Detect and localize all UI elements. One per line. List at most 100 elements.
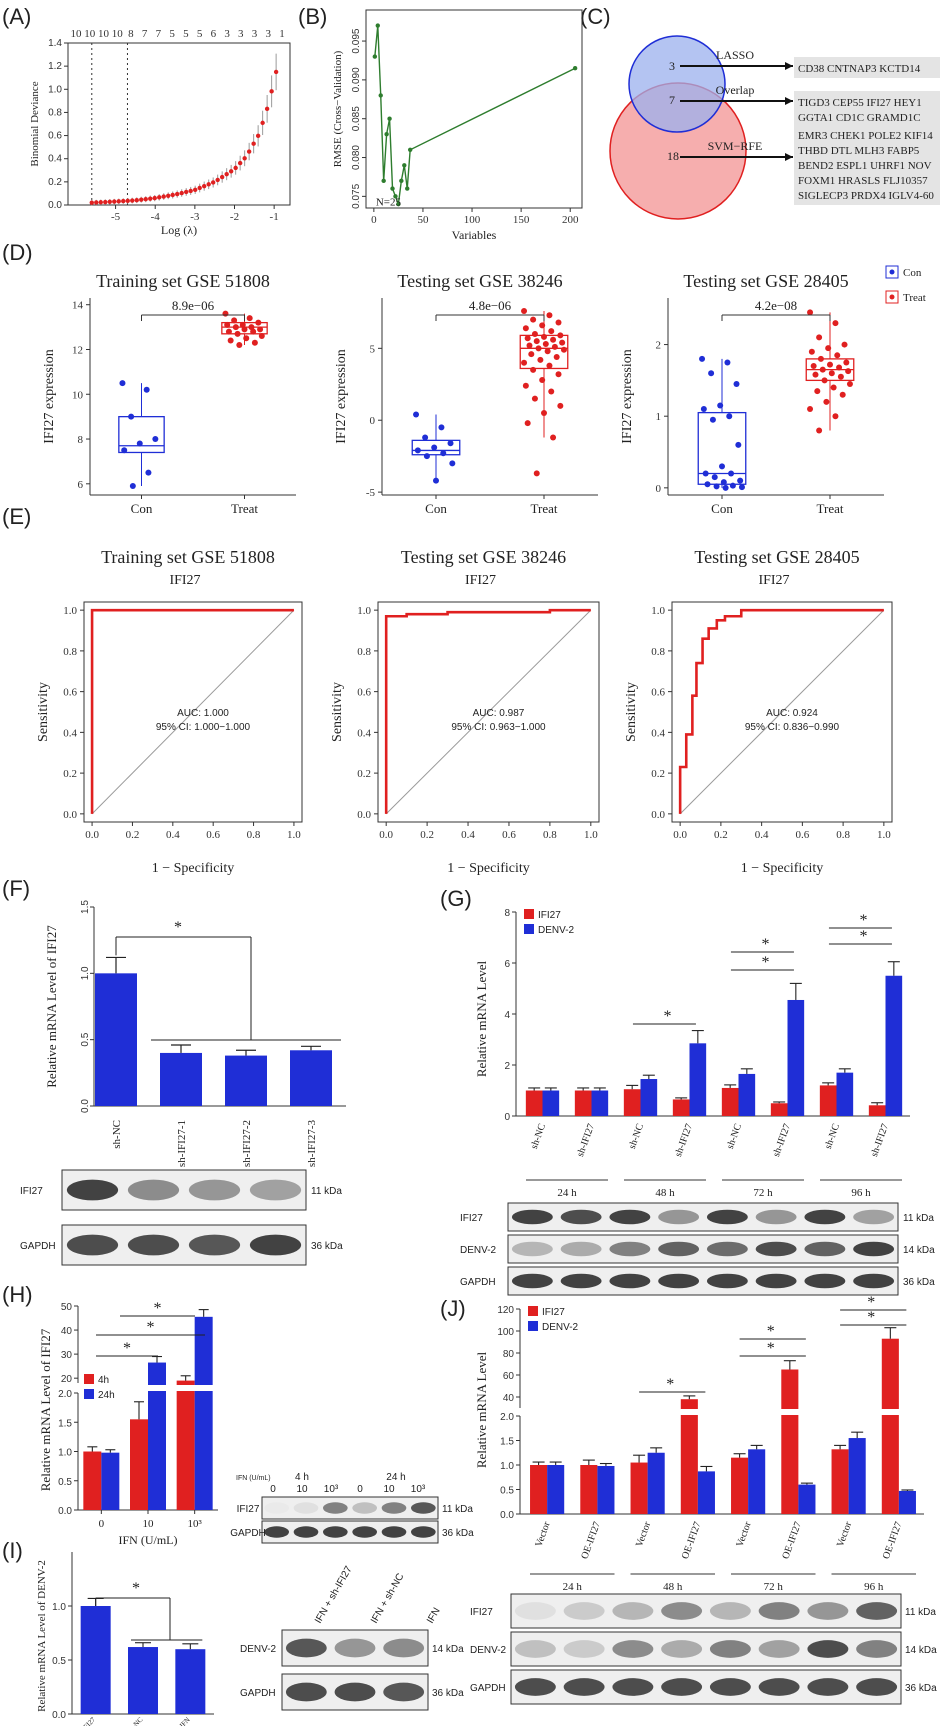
blot-gapdh-band (411, 1526, 436, 1538)
x-tick-label: sh-NC (111, 1120, 123, 1149)
rmse-point (399, 178, 404, 184)
blot-kda-label: 36 kDa (442, 1528, 474, 1539)
x-tick-label: 0.0 (379, 829, 393, 841)
x-axis-label: Log (λ) (161, 223, 197, 237)
data-point (551, 343, 558, 350)
y-tick-label: 0.080 (351, 145, 362, 170)
data-point (814, 388, 821, 395)
rmse-point (372, 54, 378, 59)
y-tick-label: 14 (72, 300, 84, 312)
data-point (828, 370, 835, 377)
y-tick-label: 2.0 (500, 1412, 514, 1423)
cv-point (179, 190, 184, 196)
y-tick-label: 0.8 (48, 107, 62, 118)
data-point (251, 339, 258, 346)
y-tick-label: 30 (61, 1350, 73, 1361)
cv-point (166, 193, 171, 198)
venn-arrow-label: Overlap (716, 83, 755, 97)
cv-point (255, 133, 261, 139)
gene-list-box (794, 91, 940, 127)
cv-point (264, 106, 270, 112)
boxplot-title: Testing set GSE 38246 (397, 271, 562, 291)
data-point (431, 444, 438, 451)
data-point (438, 424, 445, 431)
blot-conc-value: 10 (383, 1484, 395, 1495)
y-tick-label: 0.2 (651, 768, 665, 780)
y-tick-label: 10 (72, 389, 84, 401)
x-tick-label: Treat (531, 501, 558, 516)
bar-denv-2 (798, 1484, 816, 1514)
data-point (724, 359, 731, 366)
data-point (227, 337, 234, 344)
legend-label: 24h (98, 1390, 115, 1401)
legend-label: Con (903, 267, 922, 279)
cv-point (121, 198, 126, 204)
data-point (447, 440, 454, 447)
blot-gapdh-band (352, 1526, 377, 1538)
data-point (832, 413, 839, 420)
data-point (733, 380, 740, 387)
blot-ifi27-band (352, 1502, 377, 1514)
rmse-point (402, 163, 407, 168)
y-axis-label: IFI27 expression (334, 349, 349, 444)
cv-point (175, 191, 180, 197)
y-tick-label: 2 (656, 340, 662, 352)
data-point (738, 484, 745, 491)
y-tick-label: 0.2 (48, 177, 62, 188)
blot-denv-2-band (856, 1640, 898, 1658)
y-tick-label: 100 (497, 1327, 514, 1338)
blot-conc-value: 0 (270, 1484, 276, 1495)
gene-list-row: THBD DTL MLH3 FABP5 (798, 145, 920, 157)
legend-label: 4h (98, 1375, 109, 1386)
gene-list-box (794, 124, 940, 205)
cv-point (206, 182, 211, 187)
data-point (832, 320, 839, 327)
blot-kda-label: 14 kDa (905, 1645, 937, 1656)
top-tick-label: 6 (211, 28, 217, 40)
data-point (704, 481, 711, 488)
blot-ifi27-band (249, 1179, 302, 1201)
data-point (560, 346, 567, 353)
y-axis-label: IFI27 expression (620, 349, 635, 444)
blot-gapdh-band (755, 1273, 797, 1289)
ci-label: 95% CI: 0.836−0.990 (745, 722, 840, 733)
legend-key (524, 924, 534, 934)
panel-label-e: (E) (2, 504, 31, 529)
x-tick-label: 0.6 (206, 829, 220, 841)
blot-row-label: GAPDH (470, 1683, 506, 1694)
bar-24h (148, 1362, 166, 1510)
cv-point (157, 195, 162, 200)
data-point (539, 376, 546, 383)
blot-denv-2-band (807, 1640, 849, 1658)
data-point (440, 450, 447, 457)
blot-gapdh-band (706, 1273, 748, 1289)
data-point (845, 368, 852, 375)
blot-denv-2-band (709, 1640, 751, 1658)
x-tick-label: sh-NC (823, 1122, 842, 1151)
y-tick-label: 1.0 (58, 1448, 72, 1459)
data-point (449, 460, 456, 467)
gene-list-row: SIGLECP3 PRDX4 IGLV4-60 (798, 190, 934, 202)
legend-label: Treat (903, 292, 926, 304)
auc-label: AUC: 0.924 (766, 708, 818, 719)
legend-label: DENV-2 (542, 1322, 579, 1333)
y-tick-label: 0.5 (58, 1477, 72, 1488)
cv-point (260, 120, 265, 126)
axis-break (72, 1385, 224, 1391)
cv-point (148, 196, 153, 201)
x-tick-label: OE-IFI27 (881, 1520, 905, 1560)
x-tick-label: 1.0 (877, 829, 891, 841)
blot-kda-label: 11 kDa (905, 1607, 936, 1618)
blot-denv-2-band (804, 1241, 846, 1257)
p-value-label: 4.8e−06 (469, 298, 512, 313)
roc-frame (671, 601, 893, 823)
x-axis-label: Variables (452, 228, 497, 242)
bar-ifi27 (770, 1103, 788, 1116)
bar-ifi27 (672, 1099, 690, 1116)
y-tick-label: 0.6 (357, 687, 371, 699)
blot-row-label: GAPDH (20, 1241, 56, 1252)
y-axis-label: Sensitivity (36, 682, 51, 742)
data-point (544, 348, 551, 355)
blot-kda-label: 36 kDa (903, 1277, 935, 1288)
bar-denv-2 (787, 999, 805, 1116)
